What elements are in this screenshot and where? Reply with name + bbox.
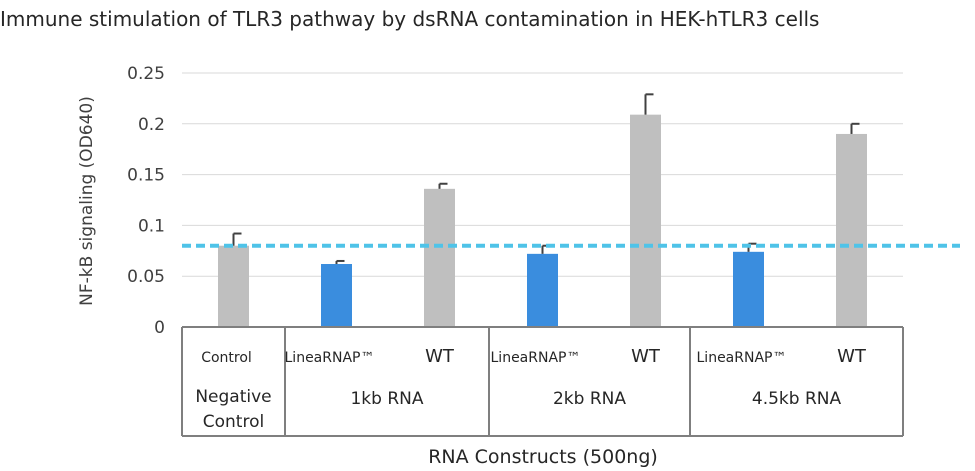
bar — [733, 251, 764, 327]
y-tick-label: 0.15 — [127, 166, 165, 186]
y-tick-label: 0.25 — [127, 64, 165, 84]
category-label: LineaRNAP™ — [697, 350, 787, 366]
bar — [218, 245, 249, 327]
category-label: WT — [631, 346, 661, 367]
bars — [218, 114, 867, 327]
error-bar — [232, 232, 242, 246]
error-bar — [644, 93, 654, 115]
y-tick-labels: 0 0.05 0.1 0.15 0.2 0.25 — [127, 64, 165, 338]
bar — [424, 188, 455, 327]
y-tick-label: 0.1 — [138, 216, 165, 236]
category-label: Control — [201, 350, 252, 366]
category-label: LineaRNAP™ — [285, 350, 375, 366]
error-bar — [850, 122, 860, 134]
bar — [630, 114, 661, 327]
error-bars — [232, 93, 860, 265]
group-label: 4.5kb RNA — [752, 389, 842, 409]
bar — [836, 133, 867, 327]
category-label: WT — [837, 346, 867, 367]
bar — [527, 253, 558, 327]
category-table: Control LineaRNAP™ WT LineaRNAP™ WT LineaRNAP… — [181, 326, 904, 437]
chart-title: Immune stimulation of TLR3 pathway by ds… — [0, 7, 819, 31]
category-label: WT — [425, 346, 455, 367]
category-label: LineaRNAP™ — [491, 350, 581, 366]
error-bar — [438, 182, 448, 189]
group-label: Negative — [195, 387, 271, 407]
y-tick-label: 0.05 — [127, 267, 165, 287]
bar — [321, 264, 352, 327]
y-axis-label: NF-kB signaling (OD640) — [77, 96, 97, 306]
error-bar — [335, 259, 345, 265]
y-tick-label: 0.2 — [138, 115, 165, 135]
group-label: Control — [203, 412, 264, 432]
y-tick-label: 0 — [154, 318, 165, 338]
group-label: 1kb RNA — [350, 389, 423, 409]
group-label: 2kb RNA — [553, 389, 626, 409]
gridlines — [182, 72, 903, 277]
x-axis-label: RNA Constructs (500ng) — [428, 446, 658, 468]
